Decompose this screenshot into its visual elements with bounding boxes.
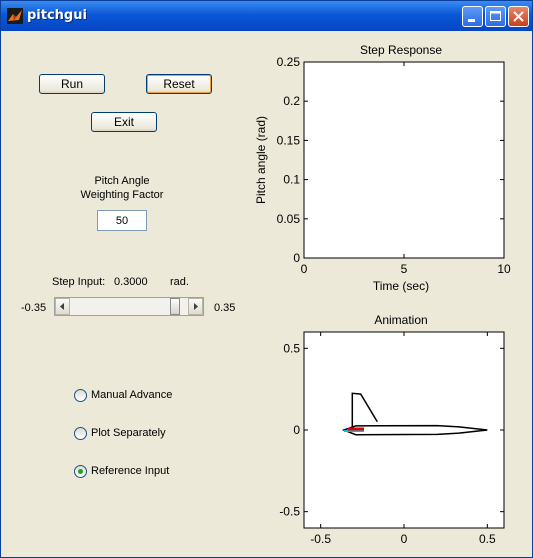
radio-label-plot-separately: Plot Separately	[91, 427, 166, 439]
reset-button[interactable]: Reset	[146, 74, 212, 94]
weight-label-line1: Pitch Angle	[94, 175, 150, 187]
window-title: pitchgui	[27, 8, 87, 23]
slider-right-arrow[interactable]	[188, 298, 203, 315]
radio-reference-input[interactable]	[74, 465, 87, 478]
close-icon	[513, 11, 524, 22]
step-input-label: Step Input:	[52, 276, 106, 288]
maximize-icon	[490, 11, 501, 21]
exit-button[interactable]: Exit	[91, 112, 157, 132]
minimize-icon	[468, 19, 475, 22]
arrow-left-icon	[60, 303, 64, 310]
slider-min-label: -0.35	[21, 302, 47, 314]
minimize-button[interactable]	[462, 6, 483, 27]
weighting-factor-input[interactable]	[97, 210, 147, 231]
title-bar[interactable]: pitchgui	[1, 1, 532, 31]
radio-label-reference-input: Reference Input	[91, 465, 170, 477]
arrow-right-icon	[194, 303, 198, 310]
weight-label-line2: Weighting Factor	[80, 189, 164, 201]
radio-manual-advance[interactable]	[74, 389, 87, 402]
run-button[interactable]: Run	[39, 74, 105, 94]
slider-max-label: 0.35	[214, 302, 236, 314]
step-input-value: 0.3000	[114, 276, 148, 288]
radio-selected-dot	[78, 469, 83, 474]
matlab-icon	[7, 8, 23, 24]
close-button[interactable]	[508, 6, 529, 27]
slider-left-arrow[interactable]	[55, 298, 70, 315]
maximize-button[interactable]	[485, 6, 506, 27]
slider-thumb[interactable]	[170, 298, 180, 315]
radio-label-manual-advance: Manual Advance	[91, 389, 173, 401]
radio-plot-separately[interactable]	[74, 427, 87, 440]
step-input-slider[interactable]	[54, 297, 204, 316]
figure-client-area: Run Reset Exit Pitch Angle Weighting Fac…	[4, 31, 529, 554]
step-input-unit: rad.	[170, 276, 189, 288]
